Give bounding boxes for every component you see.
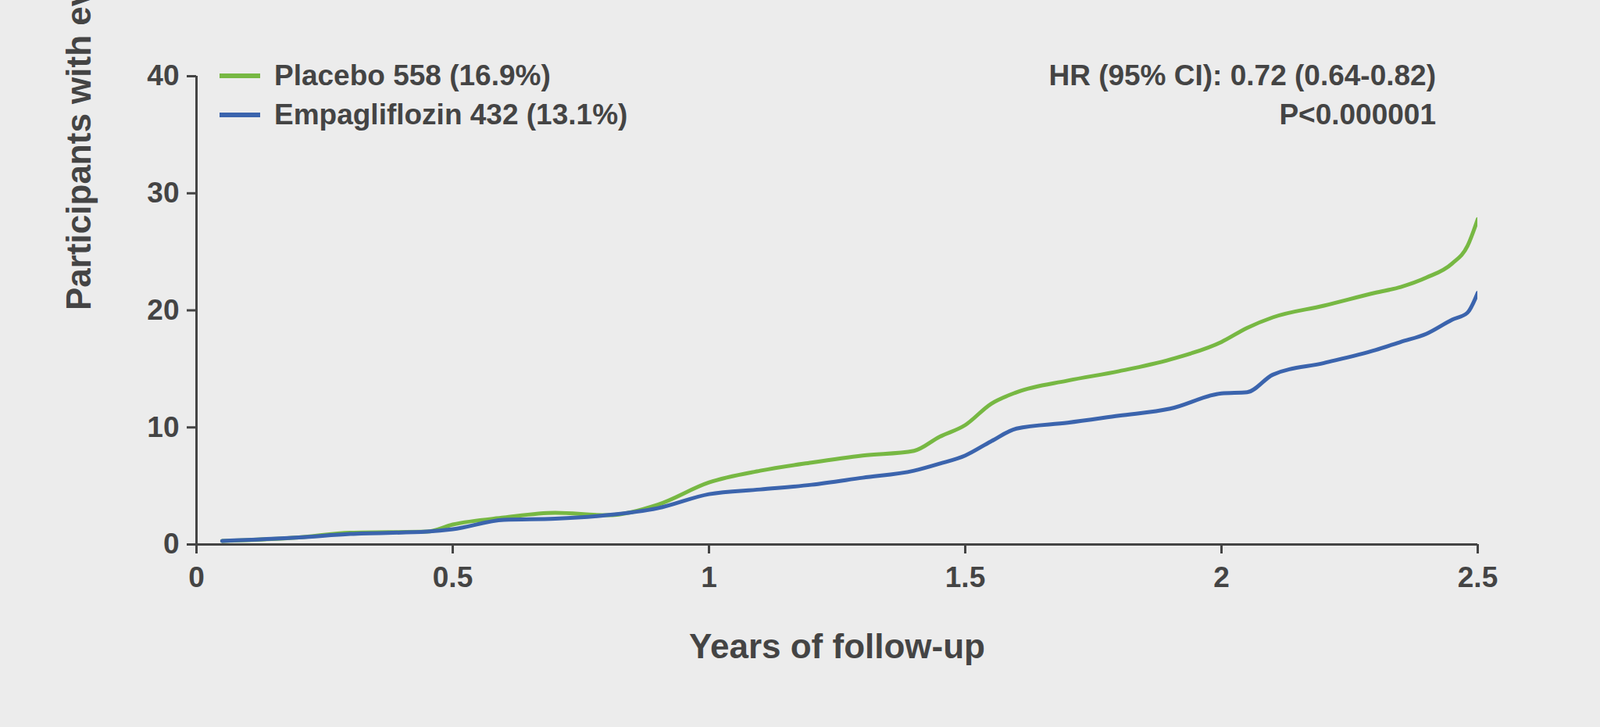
html-text:Empagliflozin 432 (13.1%): Empagliflozin 432 (13.1%) (274, 98, 628, 131)
svg-text:0: 0 (188, 560, 205, 593)
svg-text:0.5: 0.5 (432, 560, 473, 593)
svg-text:2: 2 (1213, 560, 1230, 593)
html-text:Placebo 558 (16.9%): Placebo 558 (16.9%) (274, 59, 551, 92)
svg-text:40: 40 (146, 59, 179, 92)
svg-text:2.5: 2.5 (1457, 560, 1498, 593)
svg-text:Years of follow-up: Years of follow-up (689, 626, 986, 665)
svg-text:20: 20 (146, 293, 179, 326)
svg-text:10: 10 (146, 410, 179, 443)
svg-text:Participants with event (%): Participants with event (%) (59, 0, 98, 311)
html-text:P<0.000001: P<0.000001 (1279, 98, 1436, 131)
html-text:HR (95% CI): 0.72 (0.64-0.82): HR (95% CI): 0.72 (0.64-0.82) (1048, 59, 1436, 92)
svg-text:1: 1 (700, 560, 718, 593)
svg-text:1.5: 1.5 (945, 560, 986, 593)
svg-text:0: 0 (163, 527, 180, 560)
svg-text:30: 30 (146, 176, 179, 209)
